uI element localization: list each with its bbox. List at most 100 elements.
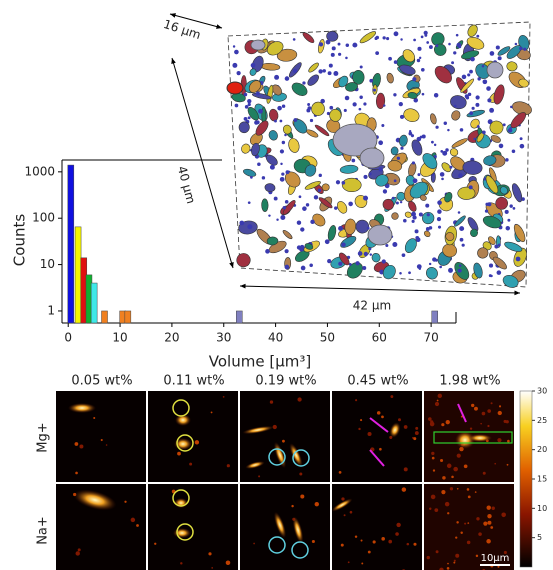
particle <box>488 236 496 245</box>
histogram: Counts Volume [µm³] 1 10 100 1000 0 10 20 30 40 5… <box>11 159 457 371</box>
particle <box>466 36 485 50</box>
bar <box>101 310 108 324</box>
particle <box>519 143 525 149</box>
particle <box>448 267 453 273</box>
signal <box>175 414 191 426</box>
particle <box>374 36 378 41</box>
speckle <box>75 471 78 475</box>
particle <box>505 158 509 162</box>
column-label: 0.05 wt% <box>71 374 132 389</box>
particle <box>424 33 428 37</box>
particle <box>352 102 357 107</box>
speckle <box>406 542 410 546</box>
particle <box>467 92 472 97</box>
particle <box>473 137 477 141</box>
particle <box>469 111 474 116</box>
column-label: 0.11 wt% <box>163 374 224 389</box>
particle <box>345 43 350 48</box>
particle <box>456 42 462 48</box>
particle <box>284 76 290 81</box>
particle <box>268 214 271 217</box>
particle <box>416 58 421 63</box>
signal <box>468 434 492 442</box>
colorbar-tick-label: 30 <box>537 387 547 396</box>
particle <box>352 69 365 85</box>
particle <box>408 271 411 275</box>
particle <box>345 82 358 92</box>
particle <box>459 226 465 232</box>
particle <box>471 106 475 110</box>
speckle <box>453 559 456 562</box>
particle <box>281 172 285 176</box>
particle <box>247 201 251 205</box>
marker-circle <box>176 523 194 541</box>
speckle <box>506 463 509 466</box>
signal <box>173 528 191 538</box>
particle <box>421 92 425 96</box>
roi-box <box>433 431 513 444</box>
arrow-head <box>229 262 234 268</box>
particle <box>411 219 415 223</box>
particle <box>243 117 248 121</box>
speckle <box>300 494 305 499</box>
particle <box>302 32 315 44</box>
row-label: Mg+ <box>36 422 51 452</box>
particle <box>426 213 430 217</box>
particle <box>310 219 315 225</box>
particle <box>437 225 442 229</box>
speckle <box>341 497 345 501</box>
marker-circle <box>172 489 190 507</box>
particle <box>502 275 519 288</box>
particle <box>477 77 481 81</box>
particle <box>499 186 508 195</box>
speckle <box>413 437 417 441</box>
particle <box>513 247 527 267</box>
speckle <box>456 453 461 458</box>
particle <box>413 97 419 103</box>
speckle <box>210 411 213 414</box>
particle <box>457 186 476 200</box>
speckle <box>340 543 344 547</box>
particle <box>484 209 489 213</box>
speckle <box>401 487 407 492</box>
speckle <box>441 423 445 427</box>
bar <box>236 310 243 324</box>
particle <box>333 71 339 76</box>
speckle <box>211 567 214 569</box>
speckle <box>497 438 502 443</box>
particle <box>326 30 339 42</box>
particle <box>281 140 286 145</box>
speckle <box>446 567 450 570</box>
speckle <box>194 440 200 445</box>
speckle <box>466 488 470 491</box>
arrow-head <box>171 58 176 64</box>
particle <box>489 51 495 56</box>
particle <box>261 198 269 212</box>
particle <box>288 138 300 153</box>
speckle <box>469 427 473 430</box>
speckle <box>361 562 364 565</box>
marker-circle <box>176 434 194 452</box>
speckle <box>258 475 261 478</box>
speckle <box>460 531 463 534</box>
particle <box>327 225 337 241</box>
speckle <box>478 532 482 536</box>
speckle <box>208 552 212 556</box>
speckle <box>455 553 460 558</box>
particle <box>455 33 459 37</box>
particle <box>307 74 319 86</box>
particle <box>274 74 280 80</box>
particle <box>462 160 483 175</box>
particle <box>305 203 310 207</box>
particle <box>304 181 321 190</box>
speckle <box>434 401 440 407</box>
speckle <box>471 403 475 408</box>
particle <box>372 88 377 92</box>
particle <box>307 106 312 111</box>
particle <box>296 220 302 225</box>
particle <box>363 251 368 257</box>
speckle <box>269 400 274 404</box>
speckle <box>466 540 471 545</box>
speckle <box>311 540 315 544</box>
particle <box>335 180 341 185</box>
